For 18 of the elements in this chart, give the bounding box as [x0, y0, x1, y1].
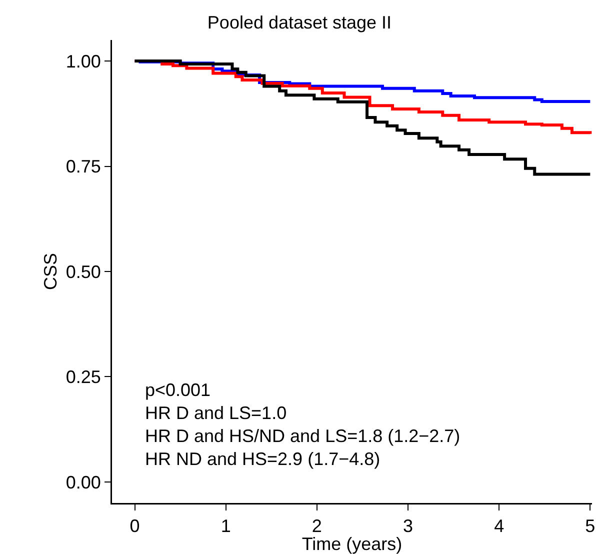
chart-title: Pooled dataset stage II [207, 12, 392, 32]
annotation: HR ND and HS=2.9 (1.7−4.8) [145, 449, 380, 469]
x-tick-label: 0 [130, 516, 140, 536]
x-tick-label: 1 [220, 516, 231, 536]
x-axis-title: Time (years) [302, 534, 402, 554]
y-tick-label: 0.75 [66, 156, 101, 177]
y-tick-label: 0.00 [66, 472, 101, 492]
x-tick-label: 4 [494, 516, 504, 536]
x-tick-label: 5 [585, 516, 596, 536]
y-tick-label: 0.25 [66, 367, 101, 388]
y-tick-label: 1.00 [66, 51, 101, 72]
x-tick-label: 3 [403, 516, 414, 536]
y-axis-title: CSS [40, 252, 60, 290]
annotation: HR D and HS/ND and LS=1.8 (1.2−2.7) [145, 426, 460, 446]
y-tick-label: 0.50 [66, 262, 101, 282]
x-tick-label: 2 [312, 516, 322, 536]
annotation: HR D and LS=1.0 [145, 403, 287, 423]
annotation: p<0.001 [145, 380, 211, 400]
